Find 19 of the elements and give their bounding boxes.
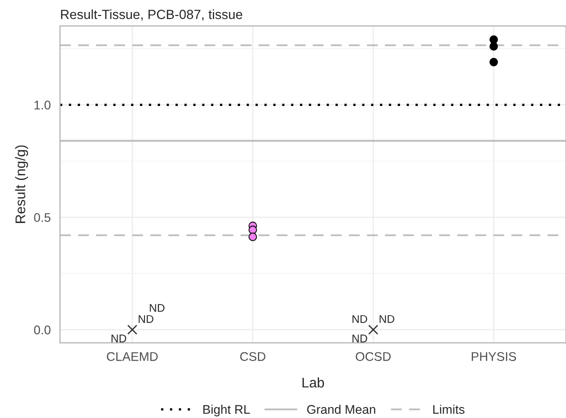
annotation: ND xyxy=(352,334,368,342)
x-tick-label: CLAEMD xyxy=(106,352,158,361)
legend-label: Grand Mean xyxy=(307,404,376,414)
legend-label: Bight RL xyxy=(203,404,250,416)
y-tick-label: 1.0 xyxy=(34,100,50,110)
x-tick-label: OCSD xyxy=(356,352,391,361)
x-tick-label: PHYSIS xyxy=(472,352,516,361)
annotation: ND xyxy=(112,334,126,342)
x-axis-title: Lab xyxy=(302,377,324,388)
y-tick-label: 0.5 xyxy=(34,213,50,222)
legend-label: Limits xyxy=(433,404,464,414)
y-tick-label: 0.0 xyxy=(34,326,50,334)
y-axis-title: Result (ng/g) xyxy=(15,145,28,223)
x-tick-label: CSD xyxy=(240,352,266,361)
annotation: ND xyxy=(352,315,368,323)
annotation: ND xyxy=(138,315,154,323)
annotation: ND xyxy=(150,304,164,312)
annotation: ND xyxy=(380,315,394,323)
chart-title: Result-Tissue, PCB-087, tissue xyxy=(61,9,242,21)
